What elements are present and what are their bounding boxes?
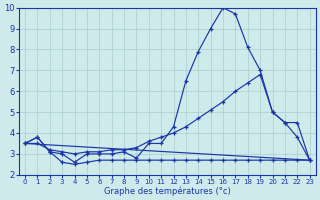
X-axis label: Graphe des températures (°c): Graphe des températures (°c) [104,186,231,196]
